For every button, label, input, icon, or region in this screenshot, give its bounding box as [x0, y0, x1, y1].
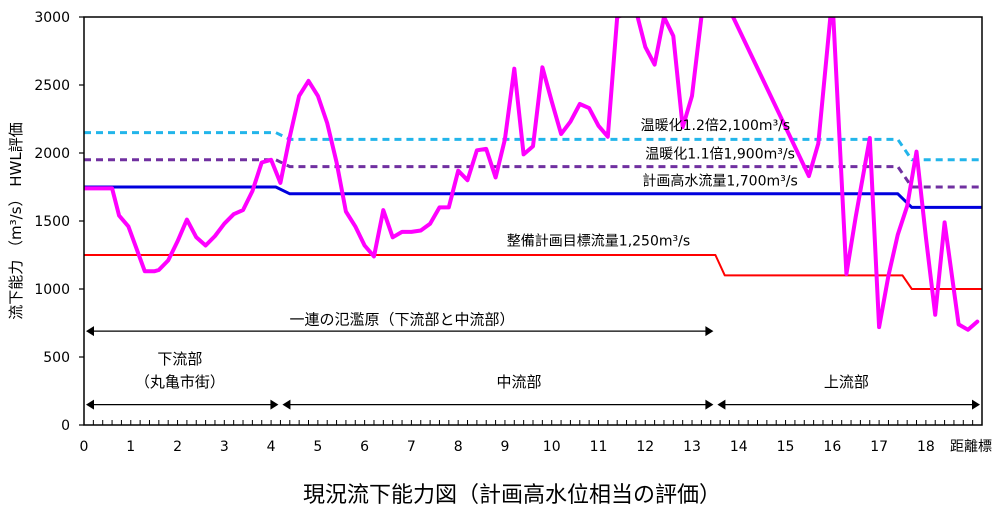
- arrow-head: [705, 326, 714, 337]
- series-lines: [84, 17, 980, 332]
- x-tick-label: 4: [267, 439, 276, 455]
- y-tick-label: 1000: [34, 282, 70, 298]
- section-label: 一連の氾濫原（下流部と中流部）: [290, 310, 515, 328]
- x-tick-label: 17: [870, 439, 888, 455]
- reference-line-label: 計画高水流量1,700m³/s: [642, 173, 797, 190]
- reference-line: [84, 185, 982, 209]
- x-tick-label: 3: [220, 439, 229, 455]
- y-tick-label: 2000: [34, 146, 70, 162]
- y-tick-label: 2500: [34, 78, 70, 94]
- annotations: 温暖化1.2倍2,100m³/s 温暖化1.1倍1,900m³/s 計画高水流量1,…: [86, 118, 980, 410]
- series-line: [84, 17, 980, 332]
- x-tick-label: 9: [500, 439, 509, 455]
- section-label: 中流部: [496, 373, 541, 391]
- x-tick-label: 7: [407, 439, 416, 455]
- x-tick-label: 16: [823, 439, 841, 455]
- x-tick-label: 6: [360, 439, 369, 455]
- labels: 流下能力 （m³/s） HWL評価 距離標 現況流下能力図（計画高水位相当の評価…: [7, 122, 992, 508]
- arrow-head: [717, 399, 726, 410]
- reference-line: [84, 131, 982, 162]
- x-tick-label: 2: [173, 439, 182, 455]
- x-tick-label: 8: [454, 439, 463, 455]
- x-tick-label: 1: [126, 439, 135, 455]
- reference-line-label: 温暖化1.2倍2,100m³/s: [641, 118, 791, 134]
- x-tick-label: 18: [917, 439, 935, 455]
- x-tick-label: 12: [636, 439, 654, 455]
- reference-line: [84, 254, 982, 290]
- arrow-head: [86, 399, 94, 410]
- x-tick-label: 13: [683, 439, 701, 455]
- arrow-head: [86, 326, 94, 337]
- arrow-head: [282, 399, 291, 410]
- reference-line-label: 温暖化1.1倍1,900m³/s: [645, 146, 795, 162]
- y-tick-label: 3000: [34, 10, 70, 26]
- reference-line: [84, 158, 982, 189]
- section-label: 下流部: [157, 350, 202, 368]
- x-tick-label: 10: [543, 439, 561, 455]
- x-tick-label: 11: [590, 439, 608, 455]
- x-tick-label: 5: [313, 439, 322, 455]
- x-tick-label: 15: [777, 439, 795, 455]
- reference-line-label: 整備計画目標流量1,250m³/s: [507, 233, 690, 249]
- y-axis-label: 流下能力 （m³/s） HWL評価: [7, 122, 25, 320]
- x-axis-label: 距離標: [950, 438, 992, 455]
- y-tick-label: 0: [61, 418, 70, 434]
- x-tick-label: 0: [80, 439, 89, 455]
- arrow-head: [270, 399, 279, 410]
- y-tick-label: 1500: [34, 214, 70, 230]
- x-tick-label: 14: [730, 439, 748, 455]
- plot-frame: [83, 16, 983, 426]
- arrow-head: [705, 399, 714, 410]
- y-tick-label: 500: [43, 350, 70, 366]
- chart-title: 現況流下能力図（計画高水位相当の評価）: [303, 483, 721, 508]
- arrow-head: [972, 399, 980, 410]
- section-label: 上流部: [824, 373, 869, 391]
- section-label: （丸亀市街）: [135, 373, 225, 391]
